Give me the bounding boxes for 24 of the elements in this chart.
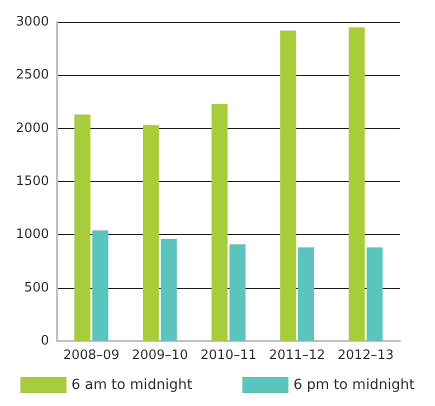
x-tick-label: 2009–10 (132, 348, 188, 363)
x-tick-label: 2008–09 (63, 348, 120, 363)
bar (229, 244, 246, 341)
bar (280, 30, 296, 341)
legend-label: 6 pm to midnight (293, 377, 416, 393)
x-tick-label: 2012–13 (338, 348, 394, 363)
bar (212, 104, 228, 341)
y-tick-label: 0 (40, 334, 49, 348)
x-tick-label: 2010–11 (200, 348, 257, 363)
x-tick-label: 2011–12 (269, 348, 326, 363)
y-tick-label: 1000 (16, 227, 49, 242)
y-tick-label: 2500 (16, 68, 49, 83)
y-tick-label: 2000 (16, 120, 49, 136)
y-tick-label: 3000 (16, 14, 49, 30)
legend-label: 6 am to midnight (71, 377, 193, 393)
bar (92, 230, 108, 341)
bar (74, 114, 90, 341)
bar (298, 247, 314, 341)
bar (348, 27, 365, 341)
bar (160, 238, 177, 341)
bar (366, 247, 383, 341)
bar (142, 125, 159, 341)
y-tick-label: 500 (24, 280, 49, 296)
y-tick-label: 1500 (16, 174, 49, 189)
